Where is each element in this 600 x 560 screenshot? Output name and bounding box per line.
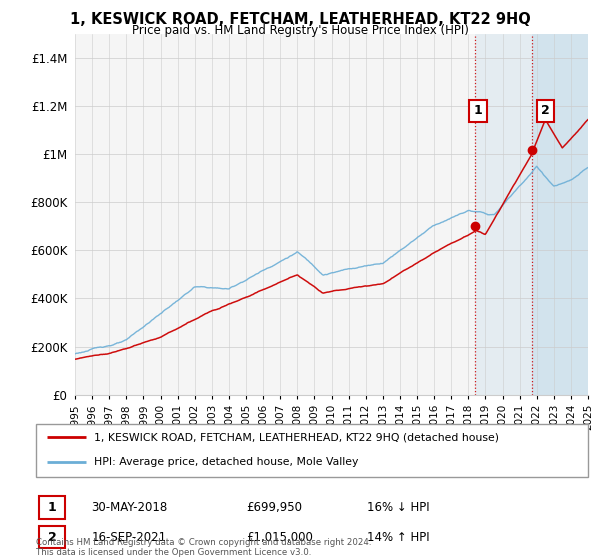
Text: 16% ↓ HPI: 16% ↓ HPI [367, 501, 430, 514]
Bar [532, 34, 588, 395]
FancyBboxPatch shape [39, 526, 65, 548]
Bar [475, 34, 532, 395]
Text: 14% ↑ HPI: 14% ↑ HPI [367, 530, 430, 544]
Text: Contains HM Land Registry data © Crown copyright and database right 2024.
This d: Contains HM Land Registry data © Crown c… [36, 538, 371, 557]
FancyBboxPatch shape [36, 424, 588, 477]
Text: 1: 1 [473, 104, 482, 117]
Text: 2: 2 [541, 104, 550, 117]
Text: 1, KESWICK ROAD, FETCHAM, LEATHERHEAD, KT22 9HQ (detached house): 1, KESWICK ROAD, FETCHAM, LEATHERHEAD, K… [94, 432, 499, 442]
FancyBboxPatch shape [39, 496, 65, 519]
Text: 30-MAY-2018: 30-MAY-2018 [91, 501, 167, 514]
Text: HPI: Average price, detached house, Mole Valley: HPI: Average price, detached house, Mole… [94, 457, 358, 467]
Text: 2: 2 [47, 530, 56, 544]
Text: 1: 1 [47, 501, 56, 514]
Text: 1, KESWICK ROAD, FETCHAM, LEATHERHEAD, KT22 9HQ: 1, KESWICK ROAD, FETCHAM, LEATHERHEAD, K… [70, 12, 530, 27]
Text: £1,015,000: £1,015,000 [246, 530, 313, 544]
Text: 16-SEP-2021: 16-SEP-2021 [91, 530, 166, 544]
Text: £699,950: £699,950 [246, 501, 302, 514]
Text: Price paid vs. HM Land Registry's House Price Index (HPI): Price paid vs. HM Land Registry's House … [131, 24, 469, 37]
